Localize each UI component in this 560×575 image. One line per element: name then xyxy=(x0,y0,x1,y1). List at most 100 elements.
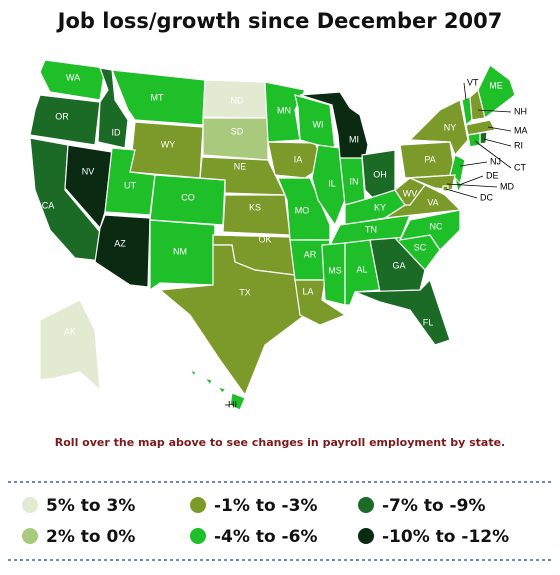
state[interactable] xyxy=(408,99,469,157)
state-label: PA xyxy=(424,154,435,164)
state-label: IL xyxy=(328,178,336,188)
state[interactable] xyxy=(465,119,496,136)
state-label: TX xyxy=(239,287,251,297)
state-label: WI xyxy=(313,119,324,129)
legend-swatch xyxy=(190,497,206,513)
state[interactable] xyxy=(229,392,246,411)
state[interactable] xyxy=(199,156,286,196)
state[interactable] xyxy=(97,67,129,149)
state[interactable] xyxy=(299,91,369,161)
legend-swatch xyxy=(22,497,38,513)
state-label: RI xyxy=(514,140,523,150)
state-label: SC xyxy=(414,242,427,252)
state[interactable] xyxy=(39,59,106,101)
state[interactable] xyxy=(129,121,204,179)
state[interactable] xyxy=(369,237,426,293)
state-label: ND xyxy=(231,95,244,105)
state-label: NC xyxy=(430,221,443,231)
state-label: AK xyxy=(64,326,76,336)
us-map: WA OR CA NV ID MT WY UT AZ CO NM ND SD NE KS OK TX MN IA MO… xyxy=(29,59,528,411)
leader-line xyxy=(459,161,488,167)
instruction: Roll over the map above to see changes i… xyxy=(55,436,505,449)
title: Job loss/growth since December 2007 xyxy=(56,9,503,33)
state-label: NV xyxy=(82,166,95,176)
state-label: DC xyxy=(480,192,493,202)
state-label: CO xyxy=(181,192,195,202)
state-label: HI xyxy=(228,399,237,409)
state-label: ID xyxy=(112,127,122,137)
state[interactable] xyxy=(398,209,461,251)
legend-swatch xyxy=(22,528,38,544)
legend-label: -1% to -3% xyxy=(214,496,317,516)
state[interactable] xyxy=(442,185,449,192)
state-label: AZ xyxy=(114,238,126,248)
state-label: VA xyxy=(427,197,438,207)
state[interactable] xyxy=(188,368,197,378)
state[interactable] xyxy=(467,132,481,148)
leader-line xyxy=(445,188,478,199)
state-label: DE xyxy=(486,170,499,180)
state[interactable] xyxy=(149,219,216,292)
state-label: WV xyxy=(403,188,418,198)
state[interactable] xyxy=(29,94,101,146)
state-label: ME xyxy=(489,80,503,90)
state-label: WY xyxy=(161,139,176,149)
state-label: OK xyxy=(258,234,271,244)
state-label: UT xyxy=(124,180,136,190)
state-label: GA xyxy=(392,260,405,270)
state[interactable] xyxy=(111,69,206,126)
leader-line xyxy=(483,138,512,147)
state[interactable] xyxy=(479,131,488,145)
state-label: WA xyxy=(66,72,80,82)
leader-line xyxy=(458,175,484,186)
state[interactable] xyxy=(203,376,213,387)
state-label: SD xyxy=(231,126,244,136)
state-label: NH xyxy=(514,106,527,116)
state-label: MA xyxy=(514,125,528,135)
state-label: IN xyxy=(350,176,359,186)
state[interactable] xyxy=(202,117,269,161)
state-label: IA xyxy=(294,154,303,164)
legend-label: 2% to 0% xyxy=(46,527,135,547)
state-label: NY xyxy=(444,122,457,132)
state-label: LA xyxy=(302,286,313,296)
legend-label: -7% to -9% xyxy=(382,496,485,516)
state-label: NE xyxy=(234,161,247,171)
state-label: AR xyxy=(304,249,317,259)
state-label: NM xyxy=(173,246,187,256)
state-label: MO xyxy=(295,205,310,215)
state-label: MS xyxy=(328,265,342,275)
state-label: MI xyxy=(349,134,359,144)
legend: 5% to 3% 2% to 0% -1% to -3% -4% to -6% -7% … xyxy=(22,496,509,547)
leader-line xyxy=(446,183,498,188)
state-label: MD xyxy=(500,181,514,191)
state-label: VT xyxy=(467,77,479,87)
state-label: MN xyxy=(277,105,291,115)
state[interactable] xyxy=(39,299,101,392)
state[interactable] xyxy=(394,177,426,206)
state[interactable] xyxy=(469,88,486,121)
state-label: KS xyxy=(249,202,261,212)
legend-label: -10% to -12% xyxy=(382,527,509,547)
legend-label: 5% to 3% xyxy=(46,496,135,516)
state-label: FL xyxy=(423,317,434,327)
legend-swatch xyxy=(358,497,374,513)
legend-swatch xyxy=(190,528,206,544)
state[interactable] xyxy=(354,278,451,346)
legend-swatch xyxy=(358,528,374,544)
state[interactable] xyxy=(216,386,228,394)
state-label: CT xyxy=(514,162,526,172)
state[interactable] xyxy=(222,194,291,236)
state-label: TN xyxy=(365,224,377,234)
leader-line xyxy=(477,109,512,113)
state[interactable] xyxy=(384,184,462,219)
state[interactable] xyxy=(94,214,151,288)
state[interactable] xyxy=(158,244,306,397)
leader-line xyxy=(474,140,512,169)
state-label: OR xyxy=(55,111,69,121)
legend-label: -4% to -6% xyxy=(214,527,317,547)
state-label: OH xyxy=(373,169,387,179)
state-label: KY xyxy=(374,202,386,212)
state-label: CA xyxy=(42,200,55,210)
